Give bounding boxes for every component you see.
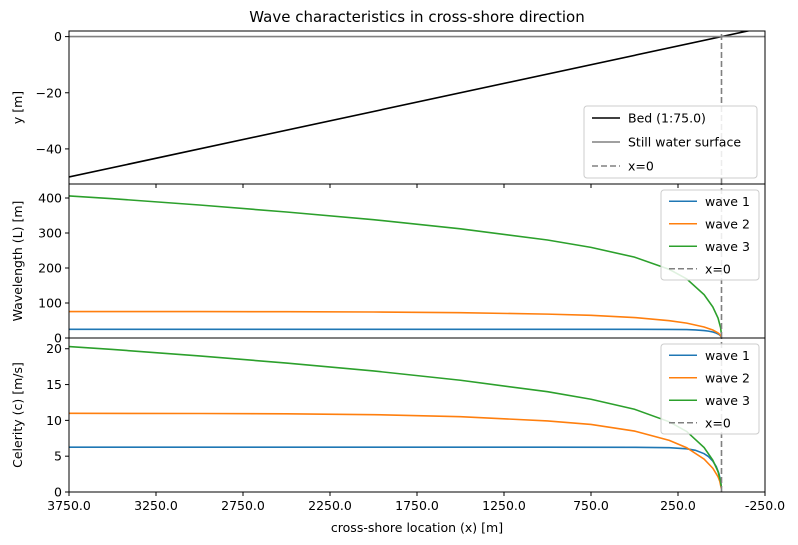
legend-label: wave 2 — [705, 216, 750, 231]
legend-box — [660, 189, 760, 281]
y-tick-label: 0 — [54, 485, 62, 500]
x-tick-label: -250.0 — [745, 498, 785, 513]
legend: Bed (1:75.0) Still water surface x=0 — [583, 105, 758, 179]
y-tick-label: −40 — [36, 141, 62, 156]
panels: 0 −20 −40 y [m] Bed (1:75.0) Still water surf… — [10, 29, 785, 513]
chart-title: Wave characteristics in cross-shore dire… — [249, 8, 584, 26]
legend-label: wave 2 — [705, 370, 750, 385]
x-tick-label: 1250.0 — [482, 498, 526, 513]
y-tick-label: −20 — [36, 85, 62, 100]
x-tick-label: 2250.0 — [308, 498, 352, 513]
y-tick-label: 0 — [54, 331, 62, 346]
y-tick-label: 400 — [38, 191, 62, 206]
x-axis-label: cross-shore location (x) [m] — [331, 520, 503, 535]
y-axis-label: Wavelength (L) [m] — [10, 201, 25, 322]
legend: wave 1 wave 2 wave 3 x=0 — [660, 343, 760, 435]
legend-label: wave 1 — [705, 348, 750, 363]
series-line-wave-2 — [69, 310, 723, 338]
series-line-wave-1 — [69, 446, 723, 488]
panel-3: 0 5 10 15 20 Celerity (c) [m/s] 3750.0 3250.0 27… — [10, 337, 785, 513]
legend-label: x=0 — [705, 261, 731, 276]
x-tick-label: 2750.0 — [221, 498, 265, 513]
legend: wave 1 wave 2 wave 3 x=0 — [660, 189, 760, 281]
y-tick-label: 200 — [38, 261, 62, 276]
legend-label: wave 3 — [705, 239, 750, 254]
legend-label: x=0 — [705, 415, 731, 430]
series-line-wave-2 — [69, 412, 723, 489]
y-tick-label: 20 — [46, 341, 62, 356]
panel-1: 0 −20 −40 y [m] Bed (1:75.0) Still water surf… — [10, 29, 766, 188]
legend-label: Bed (1:75.0) — [628, 111, 706, 126]
x-tick-label: 750.0 — [573, 498, 609, 513]
plot-area — [69, 338, 723, 492]
y-tick-label: 300 — [38, 226, 62, 241]
y-axis-label: Celerity (c) [m/s] — [10, 362, 25, 468]
legend-label: wave 1 — [705, 194, 750, 209]
legend-label: Still water surface — [628, 135, 741, 150]
legend-box — [660, 343, 760, 435]
y-tick-label: 0 — [54, 29, 62, 44]
legend-box — [583, 105, 758, 179]
y-axis-label: y [m] — [10, 91, 25, 124]
x-tick-label: 3750.0 — [47, 498, 91, 513]
plot-area — [69, 184, 723, 338]
series-line-wave-3 — [69, 195, 723, 334]
y-tick-label: 100 — [38, 296, 62, 311]
legend-label: wave 3 — [705, 393, 750, 408]
legend-label: x=0 — [628, 159, 654, 174]
y-tick-label: 5 — [54, 449, 62, 464]
series-line-bed-1-75-0- — [69, 31, 752, 178]
x-tick-label: 250.0 — [660, 498, 696, 513]
y-tick-label: 10 — [46, 413, 62, 428]
series-line-wave-3 — [69, 345, 723, 488]
y-tick-label: 15 — [46, 377, 62, 392]
x-tick-label: 3250.0 — [134, 498, 178, 513]
series-line-wave-1 — [69, 328, 723, 338]
x-tick-label: 1750.0 — [395, 498, 439, 513]
